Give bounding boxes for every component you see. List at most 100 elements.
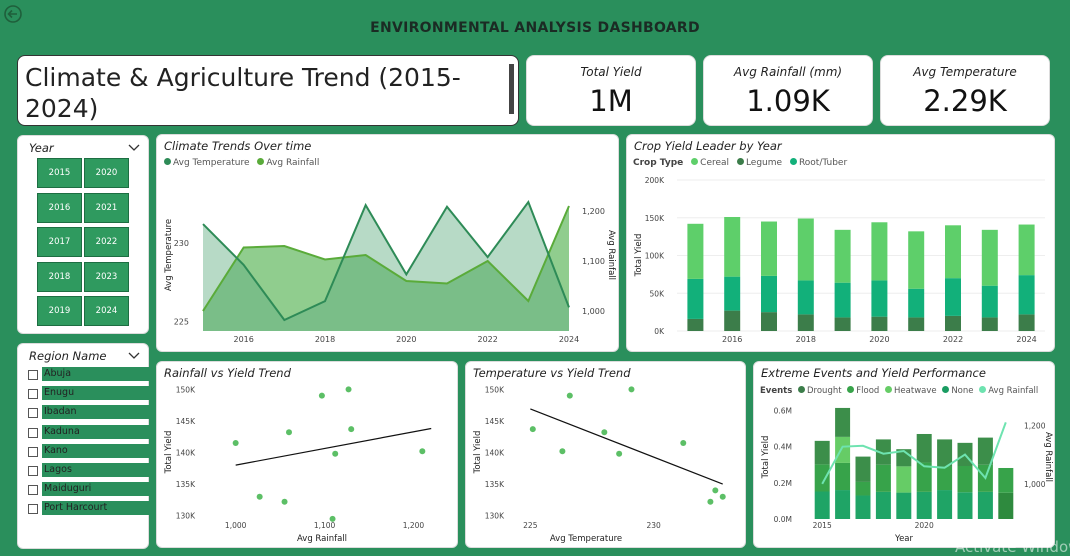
legend-item: Drought bbox=[807, 386, 842, 396]
scatter-point bbox=[345, 386, 352, 393]
y-tick-label: 150K bbox=[645, 214, 665, 223]
x-axis-label: Avg Rainfall bbox=[297, 534, 347, 544]
y-axis-label: Total Yield bbox=[164, 431, 174, 475]
kpi-total-yield: Total Yield 1M bbox=[526, 55, 696, 126]
legend-marker bbox=[979, 386, 987, 393]
legend-title: Events bbox=[760, 386, 793, 396]
page-title: ENVIRONMENTAL ANALYSIS DASHBOARD bbox=[370, 20, 700, 36]
bar-segment bbox=[875, 464, 891, 492]
bar-segment bbox=[937, 490, 953, 519]
checkbox[interactable] bbox=[28, 389, 38, 400]
kpi-avg-rainfall: Avg Rainfall (mm) 1.09K bbox=[703, 55, 873, 126]
kpi-value: 1.09K bbox=[746, 84, 830, 118]
x-tick-label: 2016 bbox=[722, 335, 742, 344]
region-item[interactable]: Abuja bbox=[28, 367, 163, 383]
year-tile-2023[interactable]: 2023 bbox=[84, 261, 129, 292]
bar-segment bbox=[937, 466, 953, 491]
legend-item: Avg Rainfall bbox=[266, 158, 320, 168]
checkbox[interactable] bbox=[28, 446, 38, 457]
y2-tick-label: 1,100 bbox=[582, 257, 605, 266]
year-tile-2022[interactable]: 2022 bbox=[84, 227, 129, 257]
kpi-value: 1M bbox=[589, 84, 633, 118]
x-tick-label: 2018 bbox=[796, 335, 816, 344]
checkbox[interactable] bbox=[28, 485, 38, 496]
checkbox[interactable] bbox=[28, 427, 38, 438]
scatter-point bbox=[601, 429, 608, 436]
trend-line bbox=[235, 427, 432, 466]
year-tile-2016[interactable]: 2016 bbox=[37, 192, 82, 223]
legend-marker bbox=[885, 386, 893, 393]
y-tick-label: 0.0M bbox=[774, 515, 792, 524]
back-arrow-icon[interactable] bbox=[3, 4, 23, 24]
temperature-yield-card: Temperature vs Yield Trend 130K 135K 140K 1… bbox=[465, 361, 746, 548]
region-label: Maiduguri bbox=[42, 482, 162, 497]
scatter-point bbox=[286, 429, 292, 436]
year-tile-2024[interactable]: 2024 bbox=[84, 296, 129, 326]
y-tick-label: 145K bbox=[485, 417, 505, 426]
checkbox[interactable] bbox=[28, 466, 38, 476]
y-tick-label: 145K bbox=[176, 417, 196, 426]
x-tick-label: 2024 bbox=[1016, 335, 1036, 344]
region-label: Port Harcourt bbox=[42, 501, 162, 516]
x-tick-label: 2020 bbox=[869, 335, 889, 344]
chevron-down-icon[interactable] bbox=[128, 143, 140, 153]
region-item[interactable]: Kano bbox=[28, 443, 163, 460]
temperature-yield-chart: 130K 135K 140K 145K 150K 225 230 Avg Temperatur… bbox=[473, 385, 726, 544]
year-tile-2021[interactable]: 2021 bbox=[84, 192, 129, 223]
region-item[interactable]: Kaduna bbox=[28, 424, 163, 441]
year-tile-2018[interactable]: 2018 bbox=[37, 261, 82, 292]
bar-segment bbox=[871, 316, 888, 331]
bar-segment bbox=[835, 462, 851, 491]
kpi-value: 2.29K bbox=[923, 84, 1007, 118]
checkbox[interactable] bbox=[28, 504, 38, 515]
rainfall-yield-chart: 130K 135K 140K 145K 150K 1,000 1,100 1,200 Avg R… bbox=[164, 385, 432, 544]
region-item[interactable]: Lagos bbox=[28, 463, 163, 479]
region-item[interactable]: Ibadan bbox=[28, 405, 163, 421]
bar-segment bbox=[761, 221, 777, 276]
legend-item: Avg Temperature bbox=[173, 158, 250, 168]
scatter-point bbox=[628, 386, 635, 393]
avg-rainfall-line bbox=[821, 422, 1007, 485]
scatter-point bbox=[256, 493, 263, 500]
year-tile-2017[interactable]: 2017 bbox=[37, 227, 82, 257]
region-item[interactable]: Port Harcourt bbox=[28, 501, 163, 517]
chart-title: Rainfall vs Yield Trend bbox=[164, 366, 291, 380]
legend-marker bbox=[257, 158, 265, 165]
x-tick-label: 2020 bbox=[396, 335, 416, 344]
checkbox[interactable] bbox=[28, 370, 38, 380]
region-label: Enugu bbox=[42, 386, 162, 401]
region-item[interactable]: Maiduguri bbox=[28, 482, 163, 498]
report-title: Climate & Agriculture Trend (2015-2024) bbox=[25, 63, 461, 122]
chart-legend: Crop Type Cereal Legume Root/Tuber bbox=[633, 158, 847, 168]
bar-segment bbox=[855, 495, 871, 519]
scatter-point bbox=[232, 440, 239, 447]
climate-trends-card: Climate Trends Over time Avg Temperature… bbox=[156, 134, 619, 352]
y-axis-label: Avg Temperature bbox=[164, 219, 174, 291]
scatter-point bbox=[332, 450, 339, 457]
legend-item: Heatwave bbox=[894, 386, 937, 396]
region-slicer-label: Region Name bbox=[29, 349, 107, 363]
bar-segment bbox=[834, 282, 851, 318]
y2-tick-label: 1,200 bbox=[582, 207, 605, 216]
year-tile-2020[interactable]: 2020 bbox=[84, 158, 129, 188]
year-tile-2019[interactable]: 2019 bbox=[37, 296, 82, 326]
bar-segment bbox=[908, 288, 925, 318]
bar-segment bbox=[687, 223, 704, 279]
legend-marker bbox=[789, 158, 797, 165]
bar-segment bbox=[687, 318, 704, 331]
x-tick-label: 1,200 bbox=[403, 521, 425, 530]
region-item[interactable]: Enugu bbox=[28, 386, 163, 402]
bar-segment bbox=[945, 225, 961, 279]
bar-segment bbox=[797, 314, 814, 331]
report-title-card: Climate & Agriculture Trend (2015-2024) bbox=[17, 55, 519, 126]
y-tick-label: 135K bbox=[176, 480, 196, 489]
region-label: Kaduna bbox=[42, 424, 162, 439]
checkbox[interactable] bbox=[28, 408, 38, 419]
region-label: Lagos bbox=[42, 463, 162, 477]
chevron-down-icon[interactable] bbox=[128, 351, 140, 361]
bar-segment bbox=[937, 439, 953, 467]
kpi-label: Total Yield bbox=[580, 65, 642, 79]
year-tile-2015[interactable]: 2015 bbox=[37, 158, 82, 188]
y-tick-label: 150K bbox=[485, 385, 505, 394]
bar-segment bbox=[977, 491, 993, 519]
